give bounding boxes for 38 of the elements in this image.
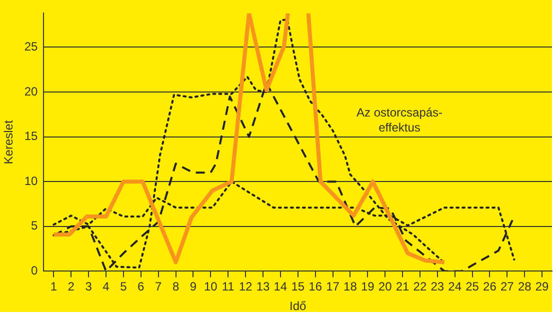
x-tick-label: 12: [238, 280, 253, 294]
x-tick-label: 23: [430, 280, 444, 294]
y-tick-label: 0: [31, 264, 38, 278]
x-tick-label: 2: [68, 280, 75, 294]
x-tick-label: 22: [413, 280, 427, 294]
annotation: Az ostorcsapás- effektus: [356, 106, 443, 135]
x-tick-label: 26: [483, 280, 497, 294]
x-tick-label: 27: [500, 280, 514, 294]
x-tick-label: 24: [448, 280, 462, 294]
x-tick-label: 29: [535, 280, 550, 294]
y-tick-label: 5: [31, 218, 38, 233]
x-tick-label: 20: [378, 280, 392, 294]
y-tick-label: 15: [24, 129, 38, 144]
y-tick-label: 20: [24, 84, 38, 98]
x-tick-label: 1: [50, 280, 58, 294]
x-tick-label: 13: [256, 280, 270, 294]
x-tick-label: 11: [222, 280, 235, 294]
x-tick-label: 25: [466, 280, 480, 294]
y-tick-label: 25: [24, 40, 38, 54]
x-tick-label: 8: [172, 280, 180, 294]
x-tick-label: 17: [326, 280, 340, 294]
x-tick-label: 16: [308, 280, 322, 294]
x-axis-title: Idő: [290, 299, 307, 314]
x-tick-label: 18: [344, 280, 358, 294]
x-tick-label: 4: [102, 280, 110, 294]
x-tick-label: 6: [138, 280, 145, 294]
x-tick-label: 9: [190, 280, 197, 294]
y-tick-label: 10: [24, 174, 38, 188]
x-tick-label: 28: [518, 280, 532, 294]
x-tick-label: 19: [360, 280, 375, 294]
x-tick-label: 10: [204, 280, 218, 294]
x-tick-label: 3: [85, 280, 92, 294]
x-tick-label: 5: [120, 280, 128, 294]
x-tick-label: 21: [396, 280, 410, 294]
y-axis-title: Kereslet: [2, 120, 16, 164]
x-tick-label: 7: [154, 280, 162, 294]
x-tick-label: 14: [274, 280, 288, 294]
x-tick-label: 15: [291, 280, 305, 294]
